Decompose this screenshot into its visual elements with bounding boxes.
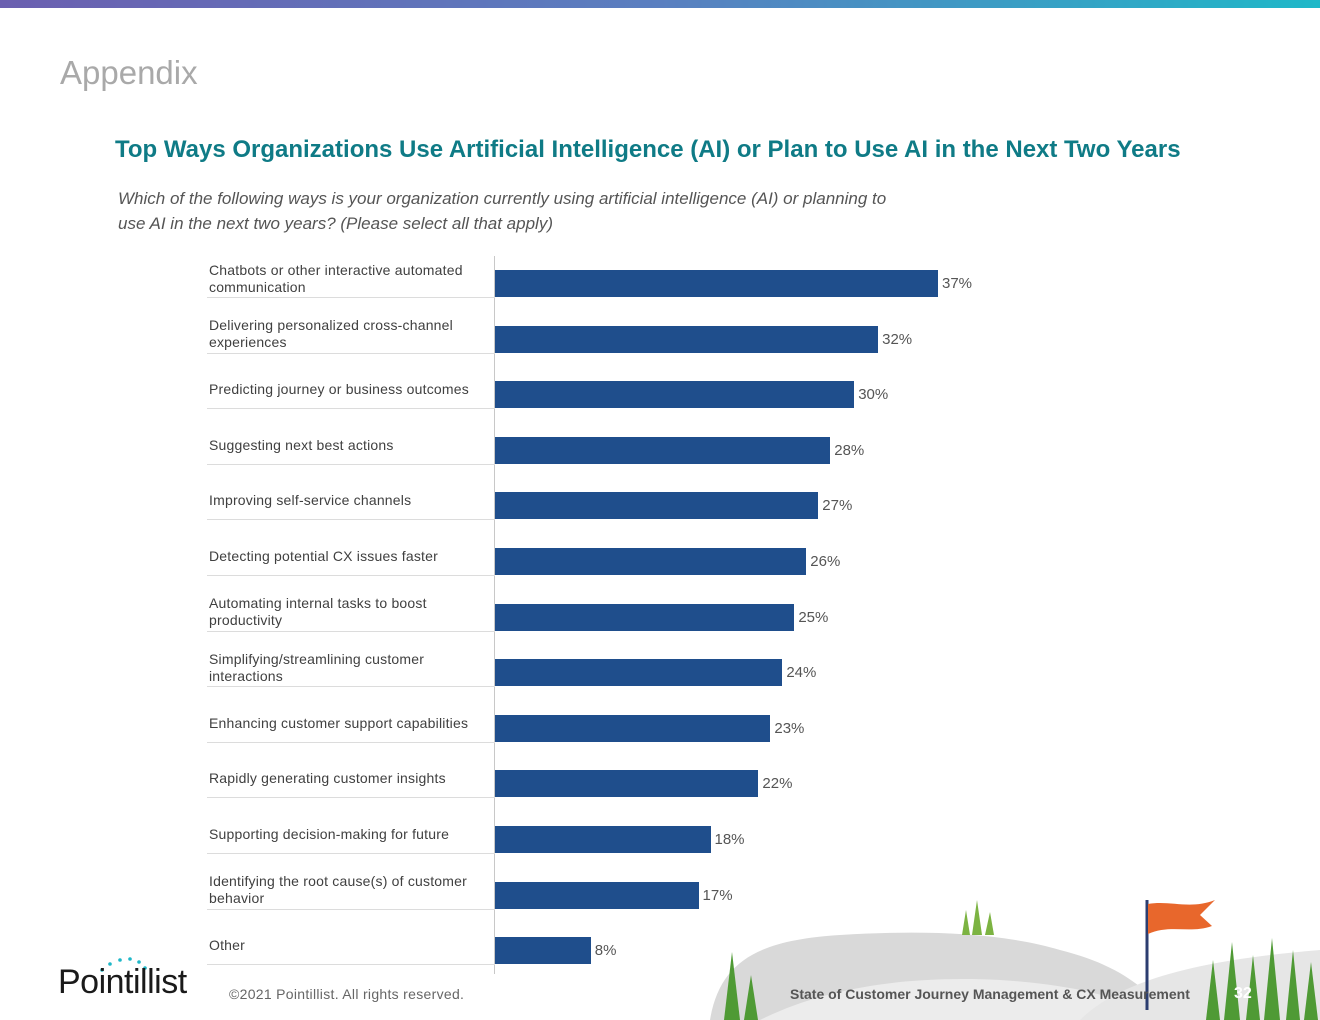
pointillist-logo: Pointillist: [58, 963, 187, 1001]
bar: [495, 826, 711, 853]
category-label: Identifying the root cause(s) of custome…: [209, 873, 467, 907]
data-label: 17%: [702, 886, 733, 904]
page-number: 32: [1234, 985, 1252, 1002]
top-gradient-bar: [0, 0, 1320, 8]
bar: [495, 436, 831, 464]
category-label: Enhancing customer support capabilities: [209, 714, 469, 731]
row-separator: [207, 797, 495, 799]
bar: [495, 325, 879, 353]
row-separator: [207, 686, 495, 688]
bar: [495, 492, 819, 520]
row-separator: [207, 741, 495, 743]
row-separator: [207, 575, 495, 576]
data-label: 18%: [714, 831, 745, 848]
bar: [495, 937, 591, 965]
bar: [495, 603, 795, 631]
data-label: 22%: [762, 775, 793, 793]
data-label: 23%: [774, 719, 805, 737]
logo-dots-icon: [100, 957, 147, 972]
category-label: Predicting journey or business outcomes: [209, 381, 469, 398]
category-label: Simplifying/streamlining customer intera…: [209, 650, 425, 684]
report-title: State of Customer Journey Management & C…: [790, 986, 1190, 1002]
data-label: 28%: [834, 441, 865, 459]
copyright-text: ©2021 Pointillist. All rights reserved.: [229, 986, 465, 1002]
bar: [495, 881, 699, 909]
category-label: Suggesting next best actions: [209, 436, 394, 453]
row-separator: [207, 352, 495, 354]
row-separator: [207, 630, 495, 632]
row-separator: [207, 297, 495, 298]
data-label: 30%: [858, 386, 889, 404]
data-label: 24%: [786, 664, 817, 682]
bar: [495, 270, 938, 297]
bar: [495, 548, 807, 575]
category-label: Other: [209, 937, 246, 954]
row-separator: [207, 519, 495, 521]
category-label: Improving self-service channels: [209, 492, 412, 509]
chart-title: Top Ways Organizations Use Artificial In…: [115, 136, 1181, 163]
data-label: 32%: [882, 330, 913, 348]
category-label: Delivering personalized cross-channel ex…: [209, 317, 453, 351]
data-label: 26%: [810, 553, 841, 570]
category-label: Automating internal tasks to boost produ…: [209, 595, 427, 629]
bar: [495, 770, 759, 798]
survey-question: Which of the following ways is your orga…: [118, 189, 887, 233]
data-label: 27%: [822, 497, 853, 515]
row-separator: [207, 964, 495, 966]
row-separator: [207, 408, 495, 410]
data-label: 25%: [798, 608, 829, 626]
row-separator: [207, 463, 495, 465]
category-label: Rapidly generating customer insights: [209, 770, 446, 787]
bar: [495, 659, 783, 687]
section-title: Appendix: [60, 54, 198, 91]
category-label: Chatbots or other interactive automated …: [209, 261, 463, 295]
bar: [495, 714, 771, 742]
data-label: 8%: [594, 942, 617, 960]
row-separator: [207, 908, 495, 910]
bar: [495, 381, 855, 409]
category-label: Detecting potential CX issues faster: [209, 548, 438, 564]
category-axis-line: [494, 256, 495, 974]
category-label: Supporting decision-making for future: [209, 826, 450, 842]
row-separator: [207, 853, 495, 854]
landscape-illustration: [710, 900, 1320, 1020]
data-label: 37%: [942, 275, 973, 292]
